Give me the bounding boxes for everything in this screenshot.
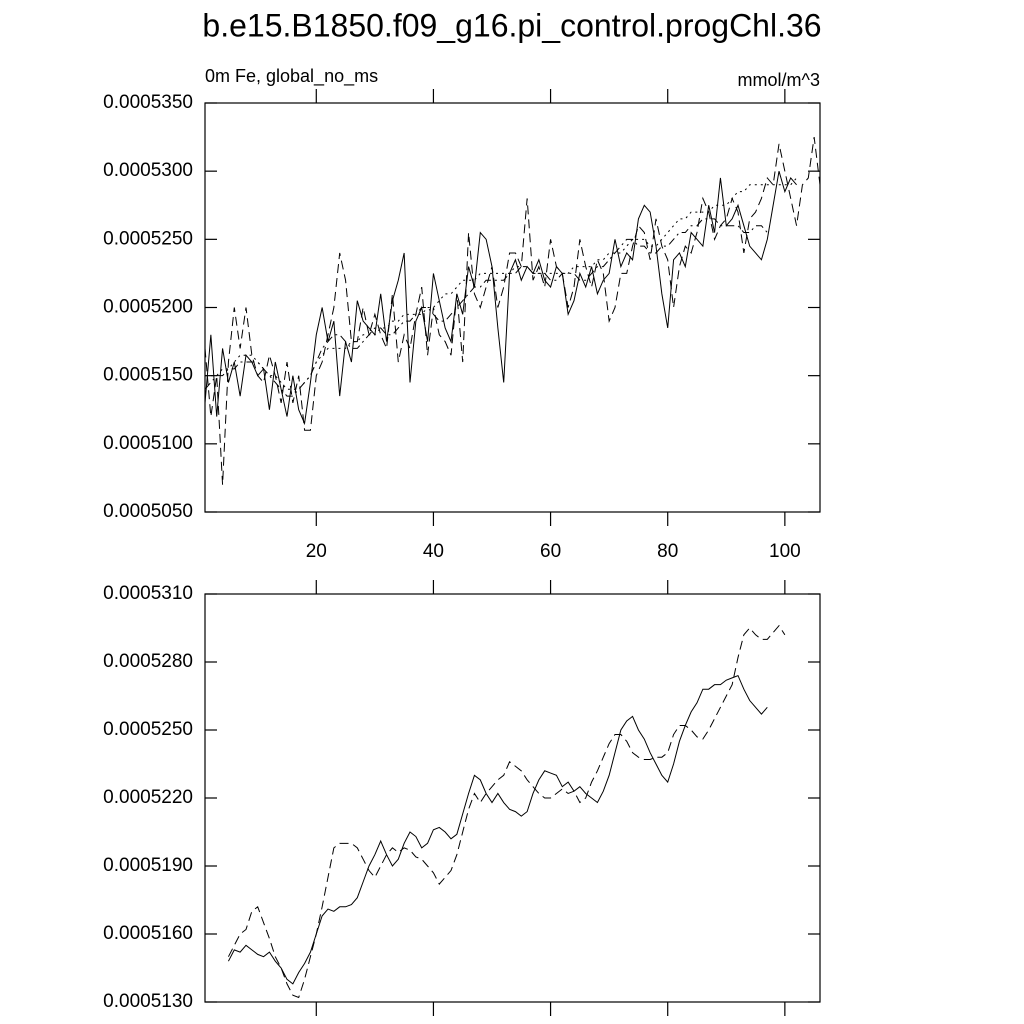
y-tick-label: 0.0005220	[103, 787, 193, 808]
y-tick-label: 0.0005250	[103, 719, 193, 740]
plot-frame	[204, 102, 821, 513]
data-line	[227, 624, 786, 999]
data-line	[204, 171, 797, 426]
y-tick-label: 0.0005310	[103, 583, 193, 604]
chart-title: b.e15.B1850.f09_g16.pi_control.progChl.3…	[202, 7, 821, 43]
y-tick-label: 0.0005200	[103, 297, 193, 318]
plot-frame	[204, 593, 821, 1003]
x-tick-label: 100	[769, 541, 801, 562]
data-line	[204, 137, 821, 485]
data-line	[204, 218, 768, 397]
y-tick-label: 0.0005160	[103, 923, 193, 944]
y-tick-label: 0.0005150	[103, 365, 193, 386]
y-tick-label: 0.0005130	[103, 991, 193, 1012]
units-label: mmol/m^3	[738, 70, 820, 90]
x-tick-label: 20	[306, 541, 327, 562]
x-tick-label: 60	[540, 541, 561, 562]
y-tick-label: 0.0005190	[103, 855, 193, 876]
data-line	[227, 674, 768, 985]
x-tick-label: 40	[423, 541, 444, 562]
x-tick-label: 80	[657, 541, 678, 562]
y-tick-label: 0.0005250	[103, 228, 193, 249]
data-line	[205, 177, 797, 390]
y-tick-label: 0.0005050	[103, 501, 193, 522]
y-tick-label: 0.0005100	[103, 433, 193, 454]
y-tick-label: 0.0005280	[103, 651, 193, 672]
y-tick-label: 0.0005350	[103, 92, 193, 113]
y-tick-label: 0.0005300	[103, 160, 193, 181]
chart-subtitle: 0m Fe, global_no_ms	[205, 66, 378, 87]
